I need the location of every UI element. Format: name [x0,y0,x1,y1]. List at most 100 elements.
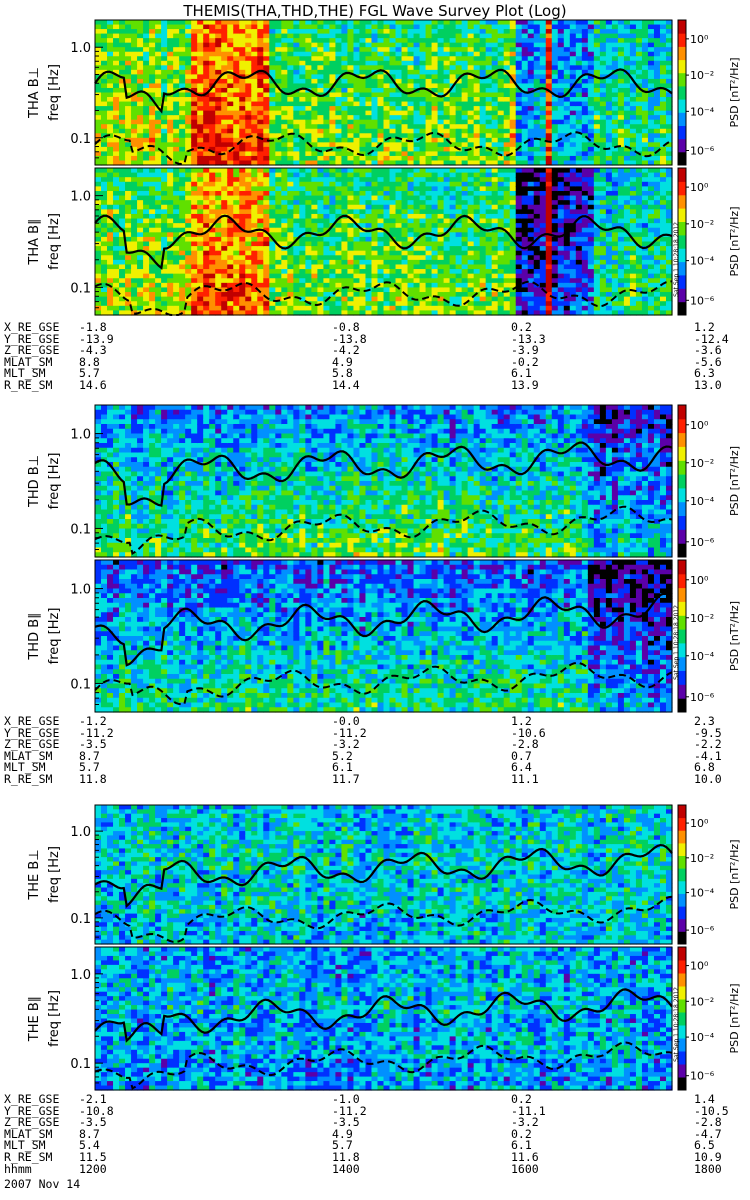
heatmap-cell [251,88,258,93]
heatmap-cell [516,61,523,66]
heatmap-cell [408,111,415,116]
heatmap-cell [504,34,511,39]
heatmap-cell [287,255,294,260]
heatmap-cell [426,83,433,88]
heatmap-cell [143,83,150,88]
heatmap-cell [131,97,138,102]
heatmap-cell [546,129,553,134]
heatmap-cell [311,133,318,138]
heatmap-cell [365,219,372,224]
heatmap-cell [245,56,252,61]
heatmap-cell [113,38,120,43]
heatmap-cell [347,156,354,161]
heatmap-cell [552,34,559,39]
heatmap-cell [197,186,204,191]
heatmap-cell [107,237,114,242]
heatmap-cell [263,182,270,187]
heatmap-cell [215,283,222,288]
colorbar-tick-label: 10⁻² [690,69,714,82]
heatmap-cell [215,20,222,25]
heatmap-cell [239,209,246,214]
heatmap-cell [131,274,138,279]
heatmap-cell [408,177,415,182]
heatmap-cell [624,102,631,107]
heatmap-cell [390,301,397,306]
heatmap-cell [269,173,276,178]
heatmap-cell [167,65,174,70]
heatmap-cell [137,70,144,75]
heatmap-cell [269,214,276,219]
heatmap-cell [257,29,264,34]
heatmap-cell [624,25,631,30]
heatmap-cell [311,124,318,129]
heatmap-cell [131,173,138,178]
heatmap-cell [167,20,174,25]
heatmap-cell [293,274,300,279]
heatmap-cell [408,120,415,125]
heatmap-cell [299,43,306,48]
heatmap-cell [215,264,222,269]
heatmap-cell [131,52,138,57]
heatmap-cell [131,79,138,84]
heatmap-cell [504,106,511,111]
heatmap-cell [492,97,499,102]
heatmap-cell [444,56,451,61]
heatmap-cell [329,97,336,102]
heatmap-cell [95,297,102,302]
heatmap-cell [209,255,216,260]
heatmap-cell [221,205,228,210]
heatmap-cell [353,142,360,147]
heatmap-cell [396,124,403,129]
heatmap-cell [149,214,156,219]
heatmap-cell [197,177,204,182]
heatmap-cell [462,52,469,57]
heatmap-cell [107,124,114,129]
heatmap-cell [125,232,132,237]
heatmap-cell [143,223,150,228]
heatmap-cell [450,34,457,39]
heatmap-cell [335,129,342,134]
heatmap-cell [564,65,571,70]
heatmap-cell [263,260,270,265]
heatmap-cell [329,102,336,107]
heatmap-cell [251,111,258,116]
heatmap-cell [642,38,649,43]
heatmap-cell [377,264,384,269]
heatmap-cell [353,173,360,178]
heatmap-cell [161,214,168,219]
heatmap-cell [185,182,192,187]
heatmap-cell [371,223,378,228]
heatmap-cell [462,65,469,70]
heatmap-cell [624,43,631,48]
heatmap-cell [546,111,553,116]
heatmap-cell [191,297,198,302]
heatmap-cell [227,20,234,25]
heatmap-cell [438,191,445,196]
heatmap-cell [167,177,174,182]
heatmap-cell [444,274,451,279]
heatmap-cell [317,260,324,265]
heatmap-cell [329,177,336,182]
heatmap-cell [486,65,493,70]
heatmap-cell [95,97,102,102]
heatmap-cell [215,209,222,214]
heatmap-cell [396,61,403,66]
heatmap-cell [540,151,547,156]
heatmap-cell [299,196,306,201]
heatmap-cell [552,151,559,156]
heatmap-cell [516,133,523,138]
heatmap-cell [125,25,132,30]
heatmap-cell [197,156,204,161]
heatmap-cell [654,156,661,161]
heatmap-cell [624,83,631,88]
heatmap-cell [173,102,180,107]
heatmap-cell [390,251,397,256]
heatmap-cell [612,156,619,161]
heatmap-cell [648,65,655,70]
heatmap-cell [564,156,571,161]
heatmap-cell [119,47,126,52]
heatmap-cell [191,214,198,219]
heatmap-cell [287,182,294,187]
heatmap-cell [185,38,192,43]
heatmap-cell [131,138,138,143]
